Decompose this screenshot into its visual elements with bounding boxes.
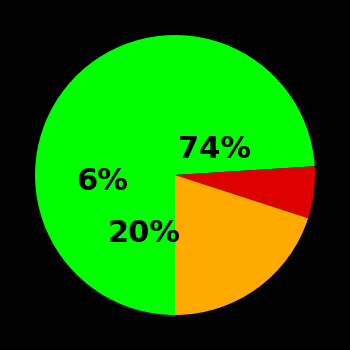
Wedge shape — [35, 35, 315, 315]
Wedge shape — [175, 175, 308, 315]
Wedge shape — [175, 166, 315, 218]
Text: 74%: 74% — [178, 135, 251, 164]
Text: 20%: 20% — [108, 219, 181, 248]
Text: 6%: 6% — [76, 168, 128, 196]
